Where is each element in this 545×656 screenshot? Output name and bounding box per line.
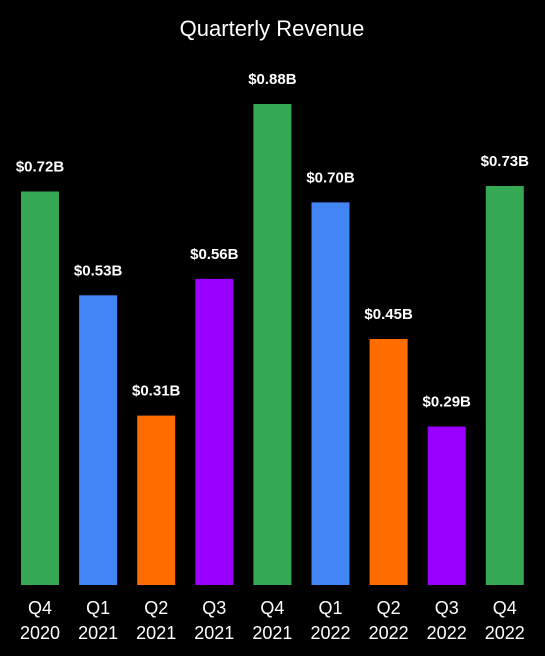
tick-label-quarter: Q2 [377,598,401,618]
tick-label-quarter: Q2 [144,598,168,618]
tick-label-year: 2022 [427,623,467,643]
value-label-q1-2022: $0.70B [306,169,355,186]
tick-label-year: 2022 [369,623,409,643]
chart-title: Quarterly Revenue [180,16,365,41]
bar-q4-2022 [485,186,524,585]
value-label-q4-2020: $0.72B [16,159,65,176]
tick-label-quarter: Q4 [260,598,284,618]
tick-label-year: 2021 [194,623,234,643]
tick-label-quarter: Q4 [493,598,517,618]
bar-q3-2021 [195,278,234,585]
bar-q4-2020 [21,191,59,585]
bar-q2-2022 [369,339,408,585]
value-label-q2-2021: $0.31B [132,383,181,400]
value-label-q2-2022: $0.45B [364,306,413,323]
bar-q1-2021 [79,295,118,585]
value-label-q4-2021: $0.88B [248,71,297,88]
bar-q4-2021 [253,104,292,585]
value-labels-group: $0.72B $0.53B $0.31B $0.56B $0.88B $0.70B $0.4… [16,71,529,411]
tick-label-year: 2022 [485,623,525,643]
value-label-q3-2022: $0.29B [423,394,472,411]
value-label-q3-2021: $0.56B [190,246,239,263]
tick-label-quarter: Q3 [435,598,459,618]
value-label-q1-2021: $0.53B [74,262,123,279]
tick-label-year: 2021 [136,623,176,643]
tick-label-year: 2022 [310,623,350,643]
bar-q2-2021 [137,415,176,585]
bars-group [21,104,524,585]
tick-label-quarter: Q1 [318,598,342,618]
bar-q3-2022 [427,426,466,585]
tick-label-quarter: Q4 [28,598,52,618]
tick-label-quarter: Q3 [202,598,226,618]
tick-label-year: 2021 [252,623,292,643]
value-label-q4-2022: $0.73B [481,153,530,170]
bar-q1-2022 [311,202,350,585]
tick-label-quarter: Q1 [86,598,110,618]
x-axis-tick-labels: Q4 2020 Q1 2021 Q2 2021 Q3 2021 Q4 2021 Q1 2022 Q2 20… [20,598,525,643]
tick-label-year: 2021 [78,623,118,643]
tick-label-year: 2020 [20,623,60,643]
